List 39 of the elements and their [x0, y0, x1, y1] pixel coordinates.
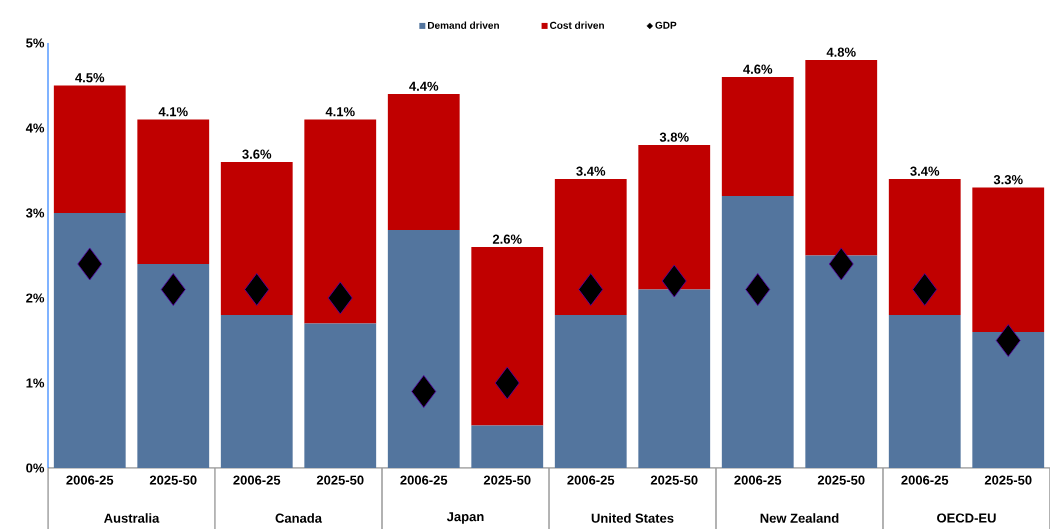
x-tick-label: 2025-50 — [817, 475, 865, 485]
text: OECD-EU — [937, 513, 996, 523]
text: Australia — [104, 513, 160, 523]
y-tick-label: 1% — [26, 378, 45, 388]
total-label: 3.6% — [242, 149, 272, 159]
x-tick-label: 2025-50 — [650, 475, 698, 485]
text: Japan — [446, 512, 484, 524]
x-tick-label: 2006-25 — [734, 475, 782, 485]
y-tick-label: 3% — [25, 208, 45, 218]
x-tick-label: 2006-25 — [233, 475, 281, 485]
y-tick-label: 5% — [26, 38, 45, 48]
text: United States — [591, 513, 674, 523]
y-tick-label: 4% — [25, 123, 45, 133]
total-label: 3.4% — [576, 166, 606, 176]
x-tick-label: 2006-25 — [66, 475, 114, 485]
x-tick-label: 2025-50 — [316, 475, 364, 485]
legend-label: Cost driven — [549, 21, 604, 29]
total-label: 4.4% — [409, 81, 439, 91]
total-label: 3.8% — [659, 132, 689, 142]
y-tick-label: 0% — [26, 463, 45, 473]
total-label: 3.3% — [993, 175, 1023, 185]
total-label: 3.4% — [910, 166, 940, 176]
total-label: 4.5% — [75, 73, 105, 83]
x-tick-label: 2025-50 — [984, 475, 1032, 485]
total-label: 4.8% — [826, 47, 856, 57]
x-tick-label: 2025-50 — [149, 475, 197, 485]
legend-label: GDP — [655, 21, 677, 29]
x-tick-label: 2025-50 — [483, 475, 531, 485]
text: Canada — [275, 513, 323, 523]
total-label: 2.6% — [492, 234, 522, 244]
y-tick-label: 2% — [26, 293, 45, 303]
x-tick-label: 2006-25 — [567, 475, 615, 485]
x-tick-label: 2006-25 — [400, 475, 448, 485]
text: New Zealand — [760, 513, 839, 523]
total-label: 4.6% — [743, 64, 773, 74]
x-tick-label: 2006-25 — [901, 475, 949, 485]
total-label: 4.1% — [325, 107, 355, 117]
total-label: 4.1% — [158, 107, 188, 117]
legend-label: Demand driven — [428, 21, 499, 29]
